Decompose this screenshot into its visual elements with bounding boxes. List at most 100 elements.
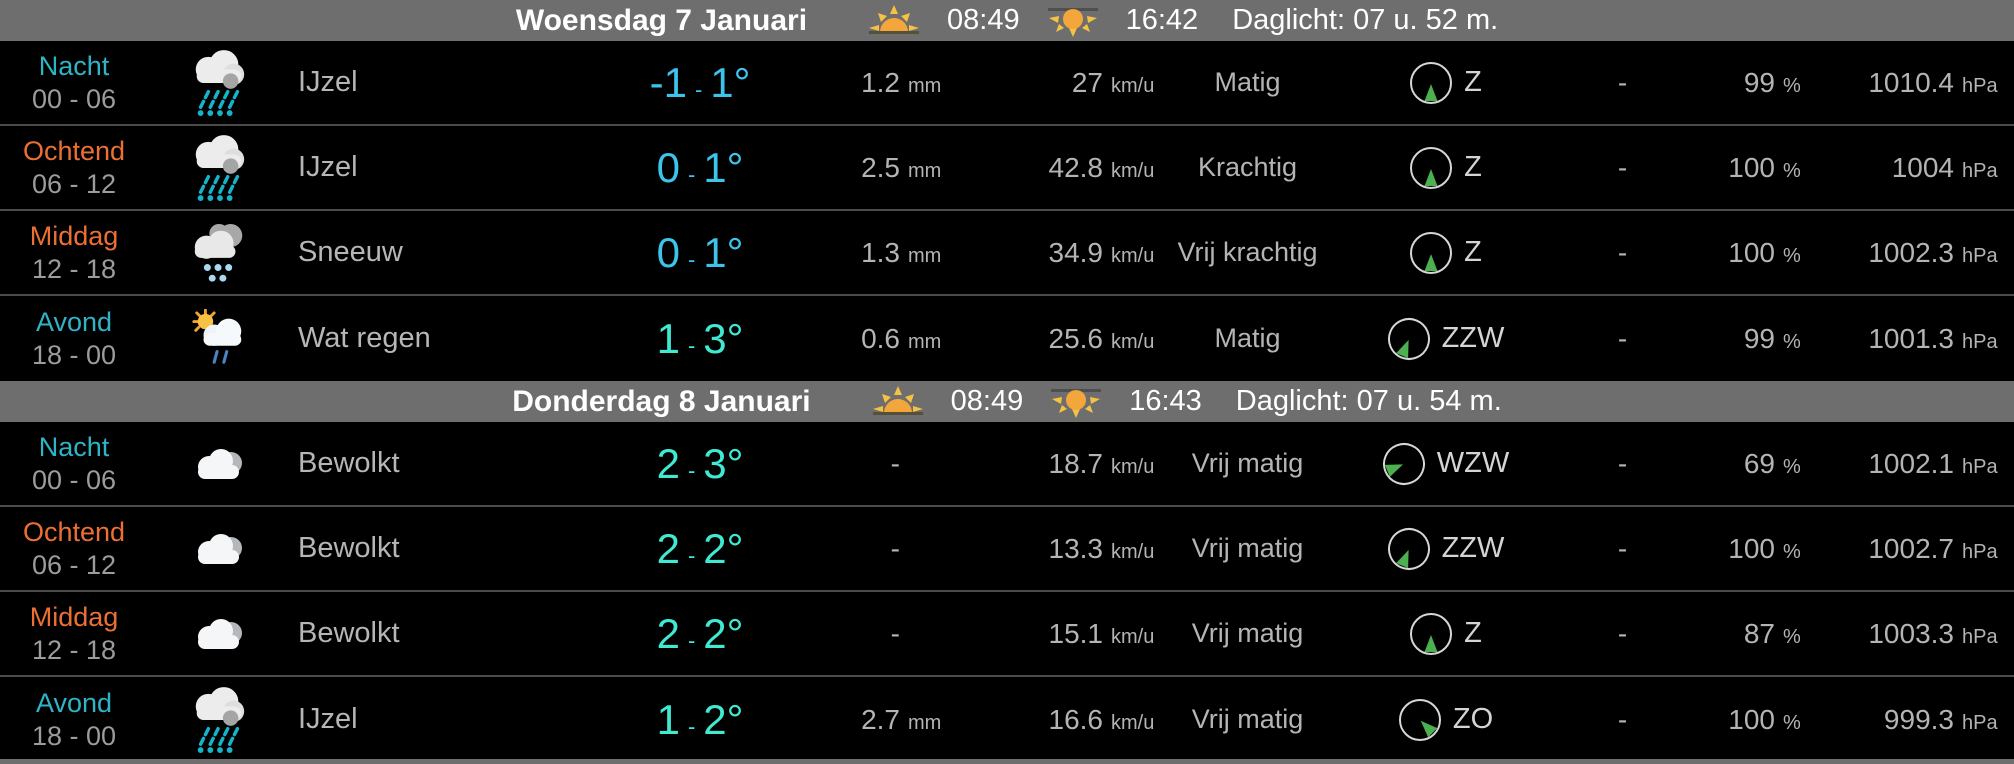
wind-direction: WZW xyxy=(1330,441,1560,487)
pressure-value: 1010.4 xyxy=(1868,66,1954,98)
precipitation-unit: mm xyxy=(908,330,942,353)
precipitation-value: 0.6 xyxy=(861,322,900,354)
forecast-row: Avond 18 - 00 xyxy=(0,296,2014,381)
wind-description: Vrij matig xyxy=(1191,618,1304,648)
weather-icon-cell xyxy=(148,686,290,754)
wind-direction-label: ZZW xyxy=(1441,532,1505,564)
period-cell: Ochtend 06 - 12 xyxy=(0,516,148,582)
day-title: Woensdag 7 Januari xyxy=(515,3,808,37)
precipitation: 2.5 mm xyxy=(775,152,950,184)
wind-speed: 15.1 km/u xyxy=(950,618,1165,650)
weather-icon-cell xyxy=(148,49,290,117)
precipitation: 1.3 mm xyxy=(775,237,950,269)
dash-placeholder: - xyxy=(1617,617,1628,649)
daylight-duration: Daglicht: 07 u. 54 m. xyxy=(1235,385,1502,417)
wind-direction-label: Z xyxy=(1464,151,1482,183)
precipitation: 2.7 mm xyxy=(775,704,950,736)
wind-direction-label: ZO xyxy=(1452,703,1494,735)
precipitation-unit: mm xyxy=(908,711,942,734)
wind-direction-label: WZW xyxy=(1436,447,1510,479)
humidity-value: 100 xyxy=(1728,151,1775,183)
sunrise-icon xyxy=(867,4,921,38)
wind-description: Matig xyxy=(1214,67,1281,97)
forecast-row: Ochtend 06 - 12 xyxy=(0,507,2014,592)
wind-direction-icon xyxy=(1397,697,1443,743)
temp-separator: - xyxy=(687,246,696,272)
snow-icon xyxy=(194,223,243,282)
pressure-unit: hPa xyxy=(1962,330,1998,353)
wind-speed: 16.6 km/u xyxy=(950,704,1165,736)
temp-separator: - xyxy=(687,457,696,483)
wind-speed-unit: km/u xyxy=(1111,244,1155,267)
wind-speed-value: 15.1 xyxy=(1048,617,1104,649)
sunrise-icon xyxy=(871,385,925,419)
period-label: Nacht xyxy=(38,50,110,81)
temperature-range: 2-3° xyxy=(625,440,775,488)
pressure-value: 1002.7 xyxy=(1868,532,1954,564)
wind-description: Krachtig xyxy=(1197,152,1298,182)
forecast-row: Ochtend 06 - 12 xyxy=(0,126,2014,211)
temp-separator: - xyxy=(687,161,696,187)
period-hours: 06 - 12 xyxy=(31,168,117,199)
pressure-unit: hPa xyxy=(1962,625,1998,648)
period-cell: Avond 18 - 00 xyxy=(0,306,148,372)
pressure-unit: hPa xyxy=(1962,74,1998,97)
weather-icon-cell xyxy=(148,614,290,654)
wind-speed-unit: km/u xyxy=(1111,330,1155,353)
wind-direction-icon xyxy=(1408,230,1454,276)
pressure-value: 1002.1 xyxy=(1868,447,1954,479)
period-hours: 00 - 06 xyxy=(31,83,117,114)
wind-speed-value: 13.3 xyxy=(1048,532,1104,564)
wind-direction: Z xyxy=(1330,60,1560,106)
period-cell: Nacht 00 - 06 xyxy=(0,50,148,116)
sunrise-time: 08:49 xyxy=(950,385,1024,417)
wind-direction: ZO xyxy=(1330,697,1560,743)
humidity: 99 % xyxy=(1685,67,1810,99)
wind-description: Vrij matig xyxy=(1191,533,1304,563)
day-section-2: Donderdag 8 Januari 08:49 xyxy=(0,381,2014,762)
wind-direction-icon xyxy=(1408,611,1454,657)
wind-speed: 27 km/u xyxy=(950,67,1165,99)
period-label: Ochtend xyxy=(22,135,126,166)
forecast-rows-day2: Nacht 00 - 06 xyxy=(0,422,2014,762)
wind-speed: 42.8 km/u xyxy=(950,152,1165,184)
forecast-row: Middag 12 - 18 xyxy=(0,211,2014,296)
cloudy-icon xyxy=(198,448,242,479)
temp-min: 2 xyxy=(656,609,680,657)
wind-direction: ZZW xyxy=(1330,526,1560,572)
freezing-rain-icon xyxy=(195,49,245,116)
period-cell: Middag 12 - 18 xyxy=(0,220,148,286)
humidity-value: 99 xyxy=(1743,322,1775,354)
temp-min: 2 xyxy=(656,439,680,487)
pressure: 999.3 hPa xyxy=(1810,704,2014,736)
sunset-time: 16:43 xyxy=(1129,385,1202,417)
wind-direction: Z xyxy=(1330,611,1560,657)
wind-speed-value: 42.8 xyxy=(1048,151,1104,183)
weather-icon-cell xyxy=(148,221,290,285)
wind-speed: 25.6 km/u xyxy=(950,323,1165,355)
wind-direction-label: ZZW xyxy=(1441,322,1505,354)
day-title: Donderdag 8 Januari xyxy=(512,384,811,418)
wind-description: Vrij matig xyxy=(1191,704,1304,734)
period-hours: 06 - 12 xyxy=(31,549,117,580)
dash-placeholder: - xyxy=(1617,322,1628,354)
temp-min: 0 xyxy=(656,143,680,191)
humidity: 100 % xyxy=(1685,704,1810,736)
period-hours: 18 - 00 xyxy=(31,339,117,370)
humidity: 100 % xyxy=(1685,237,1810,269)
daylight-duration: Daglicht: 07 u. 52 m. xyxy=(1232,4,1499,36)
temp-min: 0 xyxy=(656,228,680,276)
pressure-value: 1003.3 xyxy=(1868,617,1954,649)
precipitation: - xyxy=(775,618,950,650)
humidity-unit: % xyxy=(1783,159,1801,182)
humidity: 99 % xyxy=(1685,323,1810,355)
condition-label: Bewolkt xyxy=(298,532,400,564)
forecast-rows-day1: Nacht 00 - 06 xyxy=(0,41,2014,381)
dash-placeholder: - xyxy=(1617,532,1628,564)
period-hours: 12 - 18 xyxy=(31,634,117,665)
wind-speed-value: 25.6 xyxy=(1048,322,1104,354)
period-label: Avond xyxy=(35,306,113,337)
precipitation-value: 1.2 xyxy=(861,66,900,98)
humidity: 87 % xyxy=(1685,618,1810,650)
pressure: 1003.3 hPa xyxy=(1810,618,2014,650)
